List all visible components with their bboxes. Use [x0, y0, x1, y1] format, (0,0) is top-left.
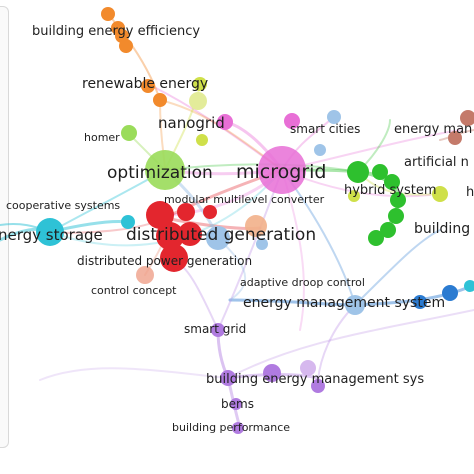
node-nanogrid[interactable] [217, 114, 233, 130]
labels: building energy efficiency renewable ene… [0, 24, 474, 434]
node-energy-management-system[interactable] [345, 295, 365, 315]
label-building-energy-efficiency: building energy efficiency [32, 24, 200, 39]
label-h-cut: h [466, 185, 474, 200]
node[interactable] [220, 370, 236, 386]
node[interactable] [368, 230, 384, 246]
node[interactable] [384, 174, 400, 190]
node-renewable-energy[interactable] [141, 79, 155, 93]
node[interactable] [464, 280, 474, 292]
label-control-concept: control concept [91, 284, 177, 297]
node-control-concept[interactable] [136, 266, 154, 284]
link [39, 367, 229, 381]
node-hybrid-system[interactable] [347, 161, 369, 183]
node[interactable] [206, 226, 230, 250]
label-distributed-generation: distributed generation [126, 225, 316, 245]
links [0, 13, 474, 430]
link [354, 229, 441, 306]
node[interactable] [300, 360, 316, 376]
label-homer: homer [84, 131, 120, 144]
viewer-panel-edge [0, 6, 9, 448]
node[interactable] [119, 39, 133, 53]
node[interactable] [413, 295, 427, 309]
node[interactable] [448, 131, 462, 145]
label-renewable-energy: renewable energy [82, 76, 208, 92]
node-energy-storage[interactable] [36, 218, 64, 246]
node[interactable] [178, 222, 202, 246]
node[interactable] [348, 190, 360, 202]
node-bems[interactable] [230, 398, 242, 410]
node[interactable] [432, 186, 448, 202]
node[interactable] [177, 203, 195, 221]
label-optimization: optimization [107, 163, 213, 183]
node-building-energy-management-sys[interactable] [263, 364, 281, 382]
label-adaptive-droop-control: adaptive droop control [240, 276, 365, 289]
label-building-cut: building [414, 221, 470, 237]
node-building-performance[interactable] [232, 422, 244, 434]
node[interactable] [156, 222, 184, 250]
node[interactable] [193, 77, 207, 91]
node-homer[interactable] [121, 125, 137, 141]
label-energy-management-cut: energy man [394, 122, 472, 137]
node[interactable] [203, 205, 217, 219]
node-building-energy-efficiency[interactable] [101, 7, 115, 21]
node[interactable] [189, 92, 207, 110]
node[interactable] [380, 222, 396, 238]
node[interactable] [388, 208, 404, 224]
node[interactable] [153, 93, 167, 107]
label-energy-management-system: energy management system [243, 295, 445, 311]
label-building-performance: building performance [172, 421, 290, 434]
node-energy-management[interactable] [460, 110, 474, 126]
label-modular-multilevel-converter: modular multilevel converter [164, 193, 325, 206]
node[interactable] [284, 113, 300, 129]
node-distributed-generation[interactable] [146, 201, 174, 229]
node[interactable] [311, 379, 325, 393]
label-bems: bems [221, 397, 254, 411]
node-optimization[interactable] [145, 150, 185, 190]
link [317, 304, 356, 381]
node-smart-cities[interactable] [327, 110, 341, 124]
node-smart-grid[interactable] [211, 323, 225, 337]
node[interactable] [196, 134, 208, 146]
label-artificial-cut: artificial n [404, 155, 469, 170]
label-smart-grid: smart grid [184, 322, 246, 336]
node[interactable] [390, 192, 406, 208]
node-microgrid[interactable] [258, 146, 306, 194]
node-modular-multilevel-converter[interactable] [245, 215, 267, 237]
link [227, 309, 474, 379]
nodes [36, 7, 474, 434]
link [171, 260, 219, 331]
label-energy-storage-cut: nergy storage [0, 226, 103, 244]
link [49, 169, 283, 247]
label-building-energy-management-sys: building energy management sys [206, 372, 424, 387]
label-microgrid: microgrid [236, 161, 326, 183]
label-nanogrid: nanogrid [158, 114, 225, 132]
label-smart-cities: smart cities [290, 122, 360, 136]
label-cooperative-systems: cooperative systems [6, 199, 120, 212]
node-adaptive-droop-control[interactable] [256, 238, 268, 250]
node-distributed-power-generation[interactable] [160, 244, 188, 272]
label-hybrid-system: hybrid system [344, 183, 437, 198]
node[interactable] [314, 144, 326, 156]
node-cooperative-systems[interactable] [121, 215, 135, 229]
node[interactable] [372, 164, 388, 180]
label-distributed-power-generation: distributed power generation [77, 254, 252, 268]
node[interactable] [442, 285, 458, 301]
